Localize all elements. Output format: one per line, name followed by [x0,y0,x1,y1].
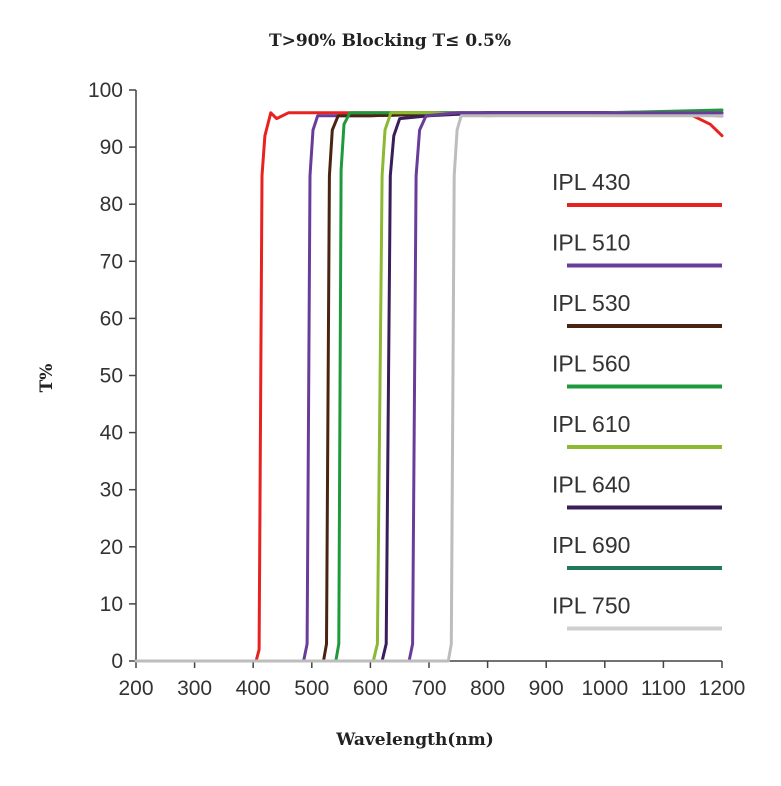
y-tick-label: 50 [100,365,123,388]
y-tick-label: 10 [100,593,123,616]
legend-label-ipl-560: IPL 560 [552,351,630,377]
legend-label-ipl-640: IPL 640 [552,472,630,498]
chart-title: T>90% Blocking T≤ 0.5% [269,31,511,51]
legend-label-ipl-690: IPL 690 [552,532,630,558]
y-tick-label: 20 [100,536,123,559]
x-tick-label: 300 [177,677,212,700]
legend-label-ipl-530: IPL 530 [552,290,630,316]
legend-label-ipl-750: IPL 750 [552,593,630,619]
x-tick-label: 700 [411,677,446,700]
legend-label-ipl-430: IPL 430 [552,169,630,195]
x-axis-title: Wavelength(nm) [335,730,494,750]
y-tick-label: 40 [100,422,123,445]
series-line-ipl-690 [134,111,724,663]
x-tick-label: 600 [353,677,388,700]
y-tick-label: 30 [100,479,123,502]
y-tick-label: 100 [88,79,123,102]
y-tick-label: 60 [100,307,123,330]
legend: IPL 430 IPL 510 IPL 530 IPL 560 IPL 610 IPL 6… [552,169,722,631]
series-line-ipl-750 [134,114,724,663]
y-tick-label: 90 [100,136,123,159]
x-tick-label: 500 [294,677,329,700]
axes: 0 10 20 30 40 50 60 70 80 90 100 200 300 400 500 600 700… [88,79,745,700]
x-tick-label: 1000 [581,677,628,700]
legend-label-ipl-610: IPL 610 [552,411,630,437]
y-tick-label: 0 [111,650,123,673]
x-tick-label: 400 [236,677,271,700]
series-layer [134,108,724,663]
legend-label-ipl-510: IPL 510 [552,230,630,256]
y-axis-title: T% [37,364,57,393]
x-tick-label: 1100 [641,677,686,700]
x-tick-label: 1200 [699,677,746,700]
x-tick-label: 900 [529,677,564,700]
x-tick-label: 800 [470,677,505,700]
x-tick-label: 200 [118,677,153,700]
y-tick-label: 80 [100,193,123,216]
y-tick-label: 70 [100,250,123,273]
